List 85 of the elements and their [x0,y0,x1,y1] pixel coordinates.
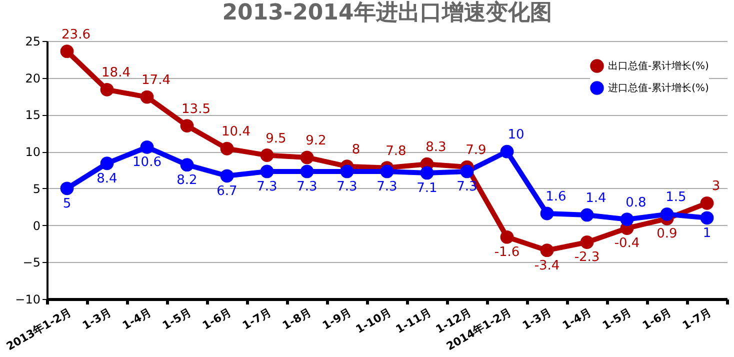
y-tick-label: 10 [25,145,40,160]
x-tick-label: 1-8月 [280,306,314,332]
point [100,156,114,170]
data-label: -2.3 [574,250,600,266]
data-label: 8.2 [176,172,198,188]
x-tick-label: 1-4月 [560,306,594,332]
point [700,196,714,210]
data-label: 8.3 [426,140,446,156]
y-tick-label: −5 [22,256,40,270]
x-tick-label: 1-5月 [160,306,194,332]
y-tick-label: 20 [25,71,40,86]
point [660,208,674,221]
data-label: 8 [352,142,360,158]
point [620,212,634,226]
point [220,169,234,183]
data-label: 6.7 [216,184,238,199]
data-label: 10 [508,128,524,143]
data-label: 7.9 [466,143,486,158]
data-label: 1 [702,226,712,241]
legend-label: 进口总值-累计增长(%) [608,82,710,94]
data-label: 7.3 [296,179,318,194]
x-tick-label: 1-7月 [680,306,714,332]
y-tick-label: 5 [32,182,40,196]
x-tick-label: 1-6月 [200,306,234,332]
data-label: 7.3 [456,179,478,194]
point [180,119,194,132]
point [260,164,274,178]
data-label: -3.4 [534,258,560,274]
data-label: 1.4 [586,190,606,206]
data-label: 13.5 [182,102,210,117]
point [700,211,714,225]
data-label: 17.4 [142,73,170,88]
x-tick-label: 1-4月 [120,306,154,332]
x-tick-label: 1-3月 [520,306,554,332]
data-label: 9.5 [266,131,286,146]
point [220,142,234,156]
data-label: 0.8 [626,195,646,210]
point [420,166,434,180]
point [580,208,594,222]
point [340,164,354,178]
point [500,144,514,158]
point [460,164,474,178]
data-label: 8.4 [96,171,118,186]
point [100,82,114,96]
data-label: 5 [62,196,72,212]
point [500,230,514,244]
data-label: 7.8 [386,144,406,159]
y-tick-label: −10 [15,292,40,306]
point [380,164,394,178]
point [180,158,194,172]
data-label: 7.3 [336,179,358,194]
legend-label: 出口总值-累计增长(%) [608,60,710,72]
point [540,244,554,258]
point [540,206,554,220]
point [60,44,74,58]
x-tick-label: 1-3月 [80,306,114,332]
data-label: 9.2 [306,133,326,148]
point [60,182,74,196]
point [300,150,314,164]
data-label: 7.3 [256,179,278,194]
y-tick-label: 25 [25,34,40,48]
x-tick-label: 1-9月 [320,306,354,332]
x-tick-label: 1-7月 [240,306,274,332]
y-tick-label: 15 [25,108,40,122]
chart-title: 2013-2014年进出口增速变化图 [222,0,552,26]
data-label: 7.3 [376,179,398,194]
data-label: 1.6 [546,189,566,204]
point [140,90,154,104]
point [140,140,154,154]
x-tick-label: 1-6月 [640,306,674,332]
data-label: 7.1 [416,180,438,196]
data-label: -0.4 [614,236,640,252]
data-label: 10.4 [222,124,250,140]
data-label: -1.6 [494,245,520,260]
x-tick-label: 1-5月 [600,306,634,332]
data-label: 23.6 [62,27,90,42]
data-label: 0.9 [656,226,678,242]
point [260,148,274,162]
y-tick-label: 0 [32,218,40,233]
data-label: 1.5 [666,190,686,206]
data-label: 3 [712,179,720,194]
point [300,164,314,178]
data-label: 18.4 [102,66,130,81]
data-label: 10.6 [132,155,162,170]
point [580,236,594,249]
